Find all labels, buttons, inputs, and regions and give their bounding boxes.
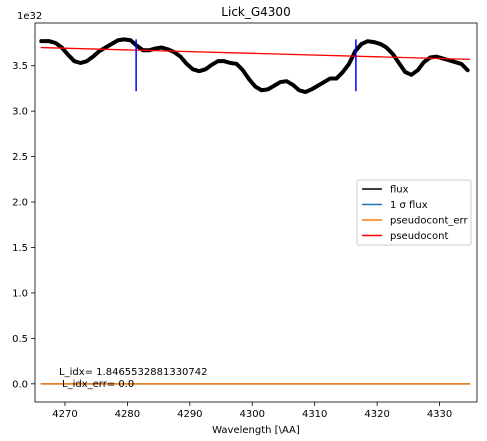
- chart-title: Lick_G4300: [221, 5, 290, 19]
- annotation-l-idx-err: L_idx_err= 0.0: [62, 379, 134, 390]
- x-tick-label: 4330: [427, 409, 452, 420]
- x-axis-label: Wavelength [\AA]: [212, 425, 300, 436]
- marker-layer: [135, 39, 357, 92]
- x-tick-label: 4290: [177, 409, 202, 420]
- y-ticks: 0.0 0.5 1.0 1.5 2.0 2.5 3.0 3.5: [12, 61, 35, 390]
- legend-label-0: flux: [390, 185, 409, 196]
- legend-label-3: pseudocont: [390, 231, 448, 242]
- y-tick-label: 2.5: [12, 152, 28, 163]
- y-tick-label: 0.5: [12, 334, 28, 345]
- x-tick-label: 4280: [115, 409, 140, 420]
- y-offset-label: 1e32: [17, 11, 42, 22]
- y-tick-label: 3.5: [12, 61, 28, 72]
- y-tick-label: 1.5: [12, 243, 28, 254]
- y-tick-label: 2.0: [12, 198, 28, 209]
- y-tick-label: 3.0: [12, 107, 28, 118]
- annotation-l-idx: L_idx= 1.8465532881330742: [59, 367, 208, 378]
- legend-label-2: pseudocont_err: [390, 216, 468, 227]
- x-tick-label: 4300: [240, 409, 265, 420]
- series-line-3: [40, 46, 471, 60]
- series-line-0: [39, 37, 470, 95]
- x-tick-label: 4310: [302, 409, 327, 420]
- y-tick-label: 1.0: [12, 288, 28, 299]
- x-tick-label: 4270: [52, 409, 77, 420]
- legend-label-1: 1 σ flux: [390, 200, 428, 211]
- y-tick-label: 0.0: [12, 379, 28, 390]
- legend: flux 1 σ flux pseudocont_err pseudocont: [356, 179, 472, 246]
- series-layer: [39, 37, 471, 385]
- x-tick-label: 4320: [364, 409, 389, 420]
- legend-box: [356, 179, 472, 246]
- x-ticks: 4270 4280 4290 4300 4310 4320 4330: [52, 402, 452, 420]
